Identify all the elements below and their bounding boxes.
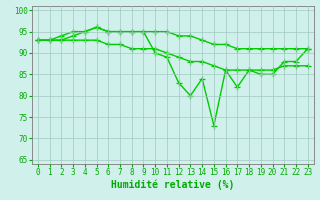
X-axis label: Humidité relative (%): Humidité relative (%) (111, 180, 235, 190)
